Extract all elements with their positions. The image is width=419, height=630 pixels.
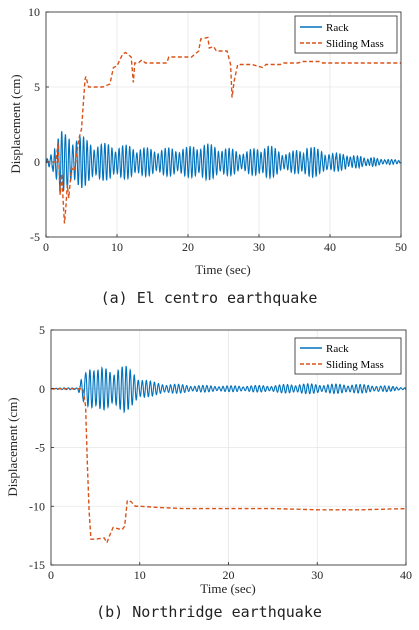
y-tick-label: 5 [34,80,40,94]
y-tick-label: 0 [39,382,45,396]
series-rack-line-a [45,131,402,195]
y-tick-label: -10 [29,499,45,513]
x-tick-label: 0 [48,568,54,582]
legend-label-sliding-b: Sliding Mass [326,359,384,371]
x-tick-label: 10 [134,568,146,582]
x-axis-label-b: Time (sec) [200,581,256,596]
x-tick-label: 20 [223,568,235,582]
series-sliding-mass-line-b [51,388,407,545]
x-tick-label: 10 [111,240,123,254]
legend-label-sliding-a: Sliding Mass [326,38,384,50]
y-tick-label: -5 [30,230,40,244]
legend-label-rack-a: Rack [326,22,349,34]
y-tick-label: 5 [39,323,45,337]
legend-b: Rack Sliding Mass [294,337,402,375]
caption-b: (b) Northridge earthquake [96,603,322,621]
legend-box-a [294,15,398,54]
plot-frame-a [45,11,402,238]
chart-b: 0 10 20 30 40 -15 -10 -5 0 5 Time (sec) Displacem… [5,323,412,596]
legend-label-rack-b: Rack [326,343,349,355]
x-tick-label: 40 [400,568,412,582]
caption-a: (a) El centro earthquake [101,289,318,307]
y-axis-label-b: Displacement (cm) [5,397,20,496]
x-axis-label-a: Time (sec) [195,262,251,277]
y-tick-label: -15 [29,558,45,572]
legend-a: Rack Sliding Mass [294,15,398,54]
y-tick-label: 10 [28,5,40,19]
lines-a [45,36,402,224]
legend-box-b [294,337,402,375]
series-rack-line-b [50,365,407,414]
ticks-b: 0 10 20 30 40 -15 -10 -5 0 5 [29,323,412,582]
x-tick-label: 0 [43,240,49,254]
y-tick-label: -5 [35,441,45,455]
x-tick-label: 50 [395,240,407,254]
y-tick-label: 0 [34,155,40,169]
x-tick-label: 30 [311,568,323,582]
lines-b [50,365,407,545]
y-axis-label-a: Displacement (cm) [8,74,23,173]
series-sliding-mass-line-a [46,36,401,224]
x-tick-label: 20 [182,240,194,254]
x-tick-label: 40 [324,240,336,254]
x-tick-label: 30 [253,240,265,254]
